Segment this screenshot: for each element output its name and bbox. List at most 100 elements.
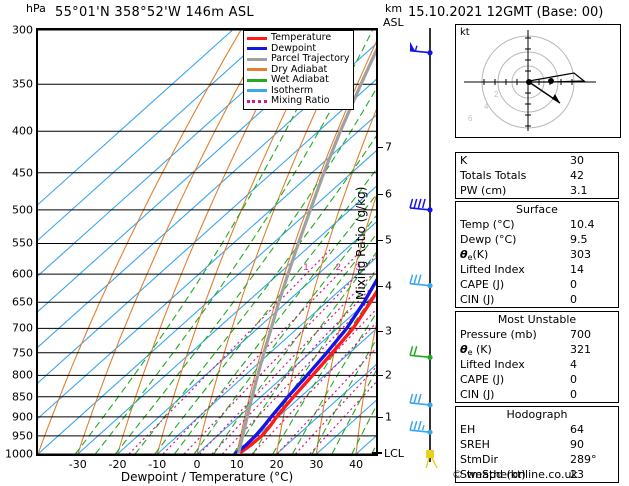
panel-row-value: 14 [570,263,584,276]
panel-row-value: 4 [570,358,577,371]
hodograph-point [526,79,532,85]
profile-line-temperature [237,289,376,454]
wet-adiabat-line [331,369,376,454]
panel-row-key: CIN (J) [460,388,495,401]
most-unstable-parcel-panel: Most Unstable Pressure (mb) 700 θe (K) 321 Li… [455,311,619,403]
legend-swatch-isotherm [247,89,267,93]
panel-row-key: CAPE (J) [460,278,505,291]
plot-legend: Temperature Dewpoint Parcel Trajectory Dry … [243,30,355,110]
altitude-tick [378,416,383,418]
legend-item: Mixing Ratio [247,95,349,107]
dry-adiabat-line [355,323,376,454]
temperature-axis-title: Dewpoint / Temperature (°C) [120,470,294,484]
panel-row-value: 0 [570,373,577,386]
panel-row-value: 0 [570,388,577,401]
surface-parcel-panel: Surface Temp (°C) 10.4 Dewp (°C) 9.5 θe(K) 303… [455,201,619,308]
panel-row-key: PW (cm) [460,184,507,197]
pressure-tick-label: 900 [12,410,33,424]
panel-row: Lifted Index 4 [456,357,618,372]
panel-row-key: K [460,154,468,167]
pressure-tick-label: 450 [12,166,33,180]
profile-line-dewpoint [233,277,376,454]
pressure-tick-label: 950 [12,429,33,443]
lcl-tick-mark [372,452,382,454]
legend-item: Temperature [247,32,349,44]
lcl-label: LCL [384,447,404,460]
legend-swatch-dewpoint [247,47,267,51]
legend-item: Parcel Trajectory [247,53,349,65]
panel-row-key: Totals Totals [460,169,527,182]
panel-row: Dewp (°C) 9.5 [456,232,618,247]
panel-row: Pressure (mb) 700 [456,327,618,342]
panel-title: Hodograph [506,408,568,421]
legend-label: Dry Adiabat [271,63,328,75]
altitude-axis: 1 2 3 4 5 6 7 [378,28,404,456]
pressure-tick-label: 300 [12,23,33,37]
panel-row: Temp (°C) 10.4 [456,217,618,232]
legend-swatch-mixing-ratio [247,99,267,103]
pressure-tick-label: 800 [12,368,33,382]
panel-title: Surface [516,203,558,216]
wind-barb [409,393,433,408]
altitude-tick-label: 6 [385,187,392,201]
hodograph-arrowhead [552,94,560,103]
panel-row-key: CIN (J) [460,293,495,306]
isotherm-line [276,364,376,454]
wet-adiabat-line [292,312,376,454]
altitude-tick-label: 5 [385,233,392,247]
mixing-ratio-line [183,254,376,454]
panel-row-key: SREH [460,438,490,451]
altitude-tick-label: 1 [385,410,392,424]
isotherm-line [77,185,376,454]
panel-row-value: 0 [570,293,577,306]
panel-row-value: 0 [570,278,577,291]
panel-row-value: 64 [570,423,584,436]
isotherm-line [196,292,376,454]
panel-row: K 30 [456,153,618,168]
pressure-tick-label: 700 [12,321,33,335]
isotherm-line [38,114,376,420]
panel-row-value: 30 [570,154,584,167]
legend-label: Isotherm [271,84,314,96]
legend-item: Dewpoint [247,43,349,55]
hodograph-ring-label: 2 [494,90,499,99]
hodograph-trace [528,72,586,83]
legend-swatch-temperature [247,36,267,40]
panel-row: StmSpd (kt) 23 [456,467,618,482]
panel-row-value: 42 [570,169,584,182]
mixing-ratio-line [251,322,376,454]
panel-row-key: Dewp (°C) [460,233,517,246]
panel-row-key: CAPE (J) [460,373,505,386]
panel-row-key: EH [460,423,476,436]
copyright-notice: © weatheronline.co.uk [452,468,578,481]
panel-row: Lifted Index 14 [456,262,618,277]
wind-barb [409,41,433,56]
wet-adiabat-line [311,339,376,454]
mixing-ratio-line [276,347,376,454]
legend-label: Mixing Ratio [271,95,330,106]
legend-label: Temperature [271,32,332,43]
isotherm-line [38,150,376,454]
temperature-tick-label: 0 [193,458,201,471]
mixing-ratio-line [128,249,331,454]
isotherm-line [117,221,376,454]
altitude-tick [378,330,383,332]
forecast-datetime-title: 15.10.2021 12GMT (Base: 00) [408,5,604,20]
hodograph-point [548,78,554,84]
panel-row: CIN (J) 0 [456,387,618,402]
legend-swatch-dry-adiabat [247,68,267,72]
altitude-tick [378,194,383,196]
isotherm-line [38,30,273,241]
legend-item: Wet Adiabat [247,74,349,86]
pressure-tick-label: 350 [12,77,33,91]
pressure-unit-label: hPa [26,2,46,15]
profile-line-parcel-trajectory [236,47,376,454]
panel-row-value: 23 [570,468,584,481]
mixing-ratio-label: 3 [356,262,361,272]
pressure-axis: 300 350 400 450 500 550 600 650 700 750 800 850 900 9… [0,24,36,461]
pressure-tick-label: 400 [12,124,33,138]
panel-row-key: StmDir [460,453,499,466]
temperature-tick-label: 30 [309,458,324,471]
pressure-tick-label: 550 [12,236,33,250]
